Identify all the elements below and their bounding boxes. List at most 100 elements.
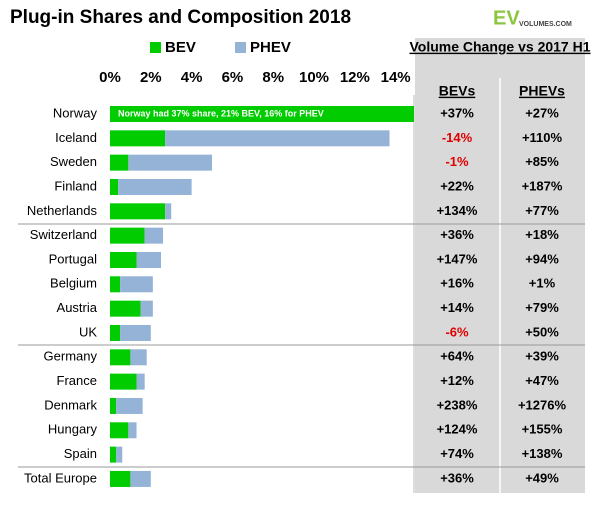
table-cell: +22% — [440, 178, 474, 193]
y-tick-label: Finland — [54, 178, 97, 193]
table-cell: +64% — [440, 349, 474, 364]
y-tick-label: Iceland — [55, 130, 97, 145]
bar-segment — [110, 349, 131, 366]
bar-segment — [110, 203, 166, 220]
table-cell: +1276% — [518, 397, 567, 412]
table-cell: +14% — [440, 300, 474, 315]
table-cell: +238% — [437, 397, 478, 412]
column-header: BEVs — [439, 83, 476, 99]
bar-segment — [110, 446, 117, 463]
table-cell: +147% — [437, 251, 478, 266]
bar-segment — [120, 324, 151, 341]
bar-segment — [165, 203, 172, 220]
column-header: PHEVs — [519, 83, 565, 99]
bar-segment — [110, 397, 117, 414]
bar-segment — [110, 178, 119, 195]
bar-segment — [130, 470, 151, 487]
bar-segment — [116, 446, 123, 463]
x-tick-label: 0% — [99, 69, 121, 86]
table-cell: +124% — [437, 422, 478, 437]
plot-area — [110, 106, 414, 487]
y-tick-label: Norway — [53, 105, 98, 120]
legend-swatch — [235, 42, 246, 53]
bar-segment — [110, 422, 129, 439]
x-tick-label: 14% — [381, 69, 411, 86]
bar-segment — [116, 397, 143, 414]
table-cell: +36% — [440, 227, 474, 242]
table-cell: +134% — [437, 203, 478, 218]
bar-segment — [140, 300, 153, 317]
table-title: Volume Change vs 2017 H1 — [409, 39, 590, 55]
y-tick-label: UK — [79, 324, 97, 339]
y-tick-label: France — [57, 373, 97, 388]
bar-segment — [128, 154, 213, 171]
bar-segment — [110, 470, 131, 487]
bar-segment — [130, 349, 147, 366]
table-cell: +50% — [525, 324, 559, 339]
table-cell: -14% — [442, 130, 473, 145]
chart-title: Plug-in Shares and Composition 2018 — [10, 7, 351, 28]
table-cell: -6% — [445, 324, 469, 339]
table-cell: +49% — [525, 470, 559, 485]
legend-label: BEV — [165, 39, 196, 56]
table-cell: +18% — [525, 227, 559, 242]
table-cell: +155% — [522, 422, 563, 437]
bar-segment — [110, 324, 121, 341]
bar-segment — [110, 300, 141, 317]
bar-segment — [136, 373, 145, 390]
table-cell: +110% — [522, 130, 563, 145]
table-cell: +77% — [525, 203, 559, 218]
y-tick-label: Total Europe — [24, 470, 97, 485]
bar-segment — [110, 227, 145, 244]
logo: EV — [493, 7, 520, 29]
table-cell: +47% — [525, 373, 559, 388]
legend-label: PHEV — [250, 39, 291, 56]
bar-segment — [110, 276, 121, 293]
x-tick-label: 8% — [262, 69, 284, 86]
bar-segment — [120, 276, 153, 293]
bar-segment — [110, 251, 137, 268]
bar-segment — [165, 130, 390, 147]
bar-segment — [128, 422, 137, 439]
table-cell: +94% — [525, 251, 559, 266]
y-tick-label: Sweden — [50, 154, 97, 169]
logo-sub: VOLUMES.COM — [519, 21, 572, 28]
table-cell: +16% — [440, 276, 474, 291]
y-tick-label: Portugal — [49, 251, 98, 266]
y-tick-label: Denmark — [44, 397, 97, 412]
x-tick-label: 2% — [140, 69, 162, 86]
table-cell: +187% — [522, 178, 563, 193]
bar-segment — [110, 130, 166, 147]
y-tick-label: Austria — [57, 300, 98, 315]
table-cell: -1% — [445, 154, 469, 169]
bar-segment — [110, 373, 137, 390]
bar-segment — [110, 106, 414, 122]
y-tick-label: Netherlands — [27, 203, 98, 218]
table-cell: +39% — [525, 349, 559, 364]
bar-segment — [110, 154, 129, 171]
table-cell: +74% — [440, 446, 474, 461]
table-cell: +12% — [440, 373, 474, 388]
bar-segment — [144, 227, 164, 244]
y-tick-label: Spain — [64, 446, 97, 461]
table-cell: +79% — [525, 300, 559, 315]
bar-segment — [136, 251, 162, 268]
table-cell: +1% — [529, 276, 556, 291]
y-tick-label: Hungary — [48, 422, 98, 437]
table-cell: +138% — [522, 446, 563, 461]
x-tick-label: 12% — [340, 69, 370, 86]
table-cell: +27% — [525, 105, 559, 120]
y-tick-label: Switzerland — [30, 227, 97, 242]
y-tick-label: Germany — [44, 349, 98, 364]
y-tick-label: Belgium — [50, 276, 97, 291]
legend-swatch — [150, 42, 161, 53]
table-cell: +85% — [525, 154, 559, 169]
table-cell: +37% — [440, 105, 474, 120]
annotation: Norway had 37% share, 21% BEV, 16% for P… — [118, 108, 324, 118]
x-tick-label: 4% — [181, 69, 203, 86]
bar-segment — [118, 178, 192, 195]
x-tick-label: 10% — [299, 69, 329, 86]
x-tick-label: 6% — [222, 69, 244, 86]
table-cell: +36% — [440, 470, 474, 485]
